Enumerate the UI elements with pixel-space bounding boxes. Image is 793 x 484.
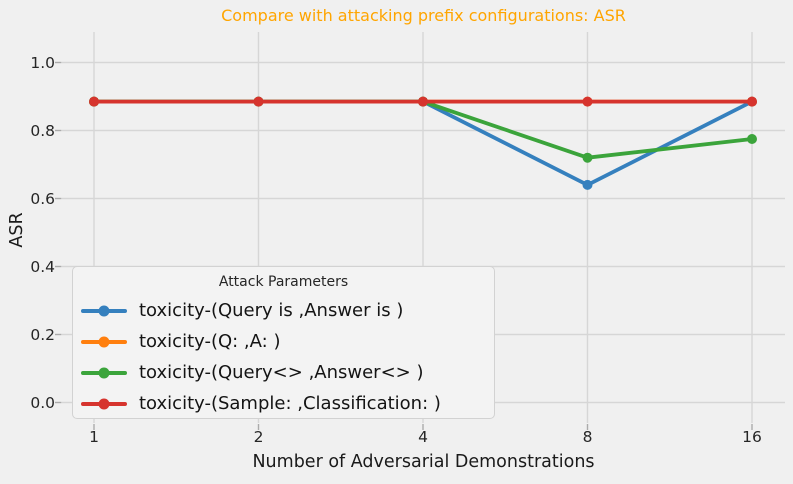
data-point-marker <box>253 96 264 107</box>
data-point-marker <box>582 179 593 190</box>
x-tick-label: 4 <box>418 428 428 446</box>
legend-item-label: toxicity-(Query<> ,Answer<> ) <box>139 361 424 383</box>
x-tick-label: 16 <box>742 428 762 446</box>
legend-item: toxicity-(Sample: ,Classification: ) <box>79 388 488 419</box>
y-tick-label: 0.2 <box>30 326 55 344</box>
y-tick-label: 0.6 <box>30 190 55 208</box>
x-tick-label: 8 <box>583 428 593 446</box>
legend: Attack Parameters toxicity-(Query is ,An… <box>72 266 495 419</box>
data-point-marker <box>747 134 757 144</box>
legend-line-swatch <box>81 398 127 410</box>
legend-marker-icon <box>98 305 110 317</box>
x-tick-label: 2 <box>254 428 264 446</box>
legend-item-label: toxicity-(Sample: ,Classification: ) <box>139 392 441 414</box>
x-tick-label: 1 <box>89 428 99 446</box>
data-point-marker <box>89 96 99 107</box>
y-tick-label: 0.4 <box>30 258 55 276</box>
legend-line-swatch <box>81 336 127 348</box>
data-point-marker <box>582 152 593 163</box>
y-tick-label: 0.8 <box>30 122 55 140</box>
legend-marker-icon <box>98 336 110 348</box>
data-point-marker <box>582 96 593 107</box>
data-point-marker <box>418 96 428 107</box>
legend-item: toxicity-(Query is ,Answer is ) <box>79 296 488 327</box>
chart-title: Compare with attacking prefix configurat… <box>221 6 626 25</box>
legend-item: toxicity-(Q: ,A: ) <box>79 327 488 358</box>
y-tick-label: 0.0 <box>30 394 55 412</box>
legend-marker-icon <box>98 398 110 410</box>
y-tick-label: 1.0 <box>30 54 55 72</box>
legend-item-label: toxicity-(Query is ,Answer is ) <box>139 300 404 322</box>
legend-marker-icon <box>98 367 110 379</box>
data-point-marker <box>747 96 757 107</box>
legend-title: Attack Parameters <box>218 274 349 290</box>
legend-line-swatch <box>81 305 127 317</box>
legend-item: toxicity-(Query<> ,Answer<> ) <box>79 358 488 389</box>
legend-line-swatch <box>81 367 127 379</box>
x-axis-label: Number of Adversarial Demonstrations <box>252 452 595 472</box>
legend-item-label: toxicity-(Q: ,A: ) <box>139 331 281 353</box>
